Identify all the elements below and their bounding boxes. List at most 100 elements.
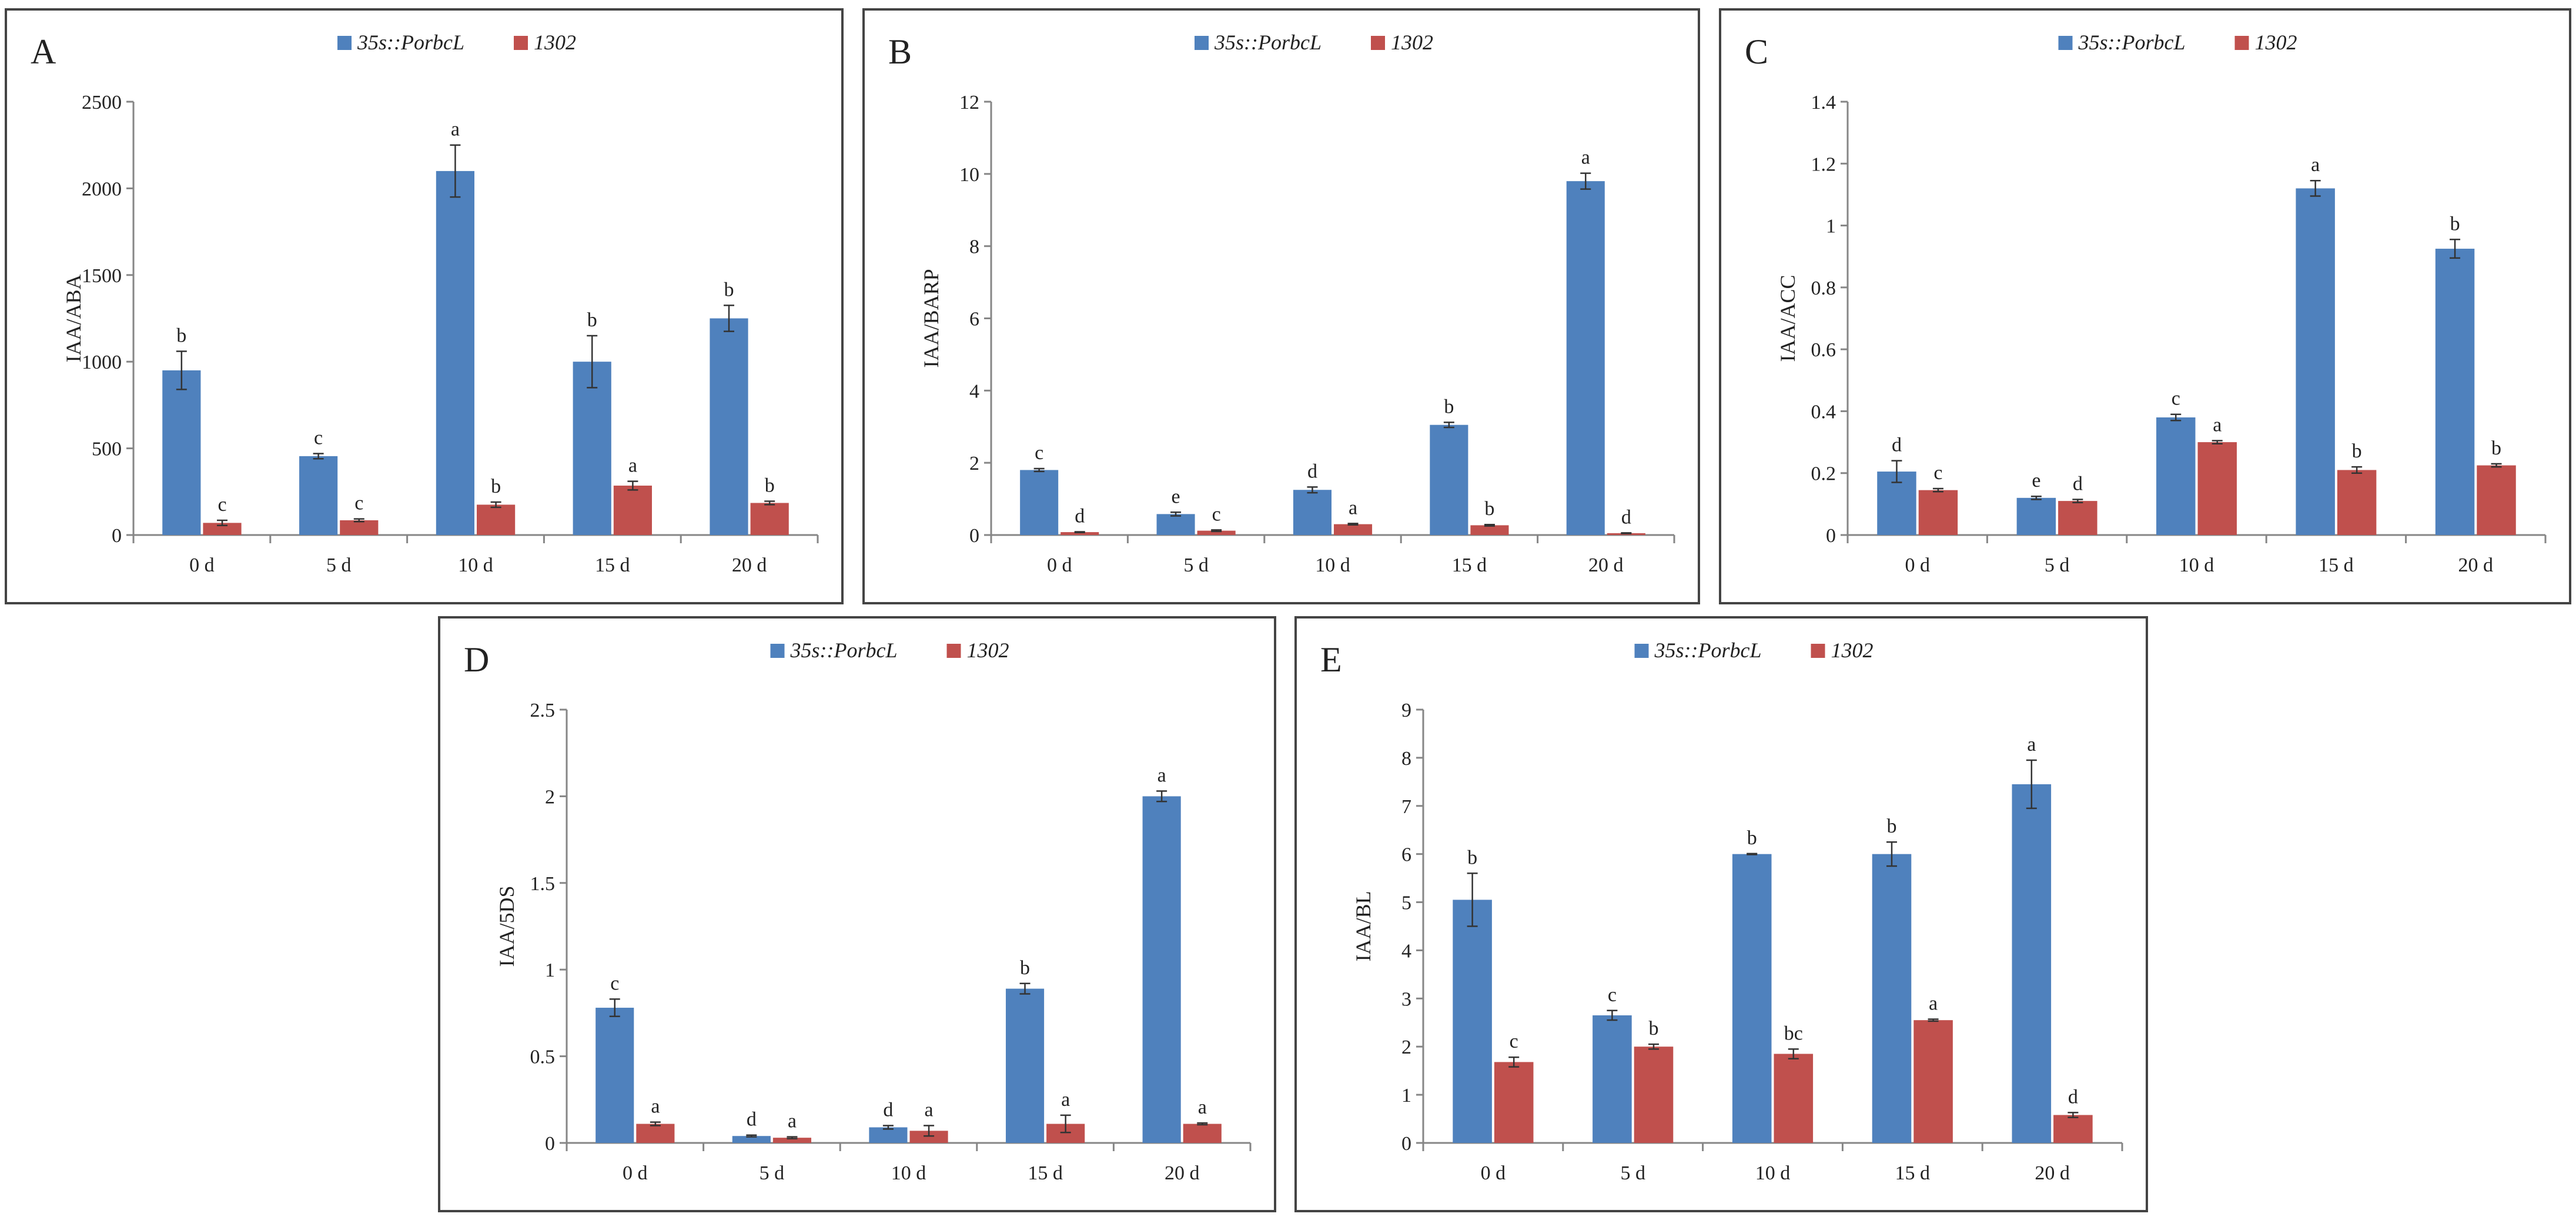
bar-series1	[1566, 181, 1605, 535]
bar-series2	[1197, 530, 1236, 535]
legend-label-1: 35s::PorbcL	[2078, 31, 2186, 54]
x-tick-label: 0 d	[1047, 554, 1072, 576]
legend-label-1: 35s::PorbcL	[1654, 638, 1762, 662]
panel-a: A 35s::PorbcL 1302 IAA/ABA 0 500 1000 1500 2000 2…	[5, 8, 844, 604]
significance-label: b	[491, 476, 501, 497]
significance-label: d	[1075, 505, 1085, 527]
significance-label: e	[1172, 486, 1180, 507]
significance-label: b	[1467, 847, 1477, 868]
legend-label-2: 1302	[534, 31, 576, 54]
x-tick-label: 0 d	[623, 1162, 648, 1184]
bar-series2	[2058, 501, 2097, 535]
y-tick-label: 2.5	[530, 700, 556, 721]
y-tick-label: 0.6	[1811, 339, 1836, 361]
bar-series2	[636, 1124, 675, 1143]
bar-series2	[1913, 1020, 1953, 1143]
y-tick-label: 8	[969, 236, 979, 258]
significance-label: d	[747, 1109, 757, 1131]
bar-series1	[869, 1127, 908, 1143]
panel-letter: B	[888, 32, 912, 71]
bar-series2	[1494, 1062, 1534, 1143]
significance-label: a	[1349, 497, 1357, 519]
y-tick-label: 12	[959, 92, 979, 113]
bar-series1	[299, 456, 338, 535]
significance-label: a	[1929, 993, 1938, 1015]
bar-series1	[732, 1136, 771, 1143]
legend-label-2: 1302	[967, 638, 1009, 662]
y-tick-label: 8	[1401, 748, 1411, 770]
significance-label: a	[1198, 1096, 1207, 1118]
x-tick-label: 20 d	[1588, 554, 1624, 576]
bar-series1	[1453, 900, 1492, 1143]
significance-label: b	[1648, 1018, 1658, 1039]
x-tick-label: 10 d	[1755, 1162, 1791, 1184]
bar-series1	[710, 318, 748, 535]
bar-series2	[2337, 470, 2377, 535]
y-tick-label: 500	[92, 439, 122, 460]
significance-label: a	[451, 119, 460, 141]
significance-label: a	[628, 455, 637, 477]
significance-label: a	[1581, 147, 1590, 169]
significance-label: c	[1035, 442, 1043, 464]
significance-label: a	[1157, 765, 1166, 787]
legend-swatch-2	[514, 36, 528, 50]
bar-series1	[1156, 514, 1195, 535]
significance-label: c	[1933, 462, 1942, 484]
bar-series2	[203, 523, 242, 535]
y-tick-label: 0	[545, 1133, 555, 1155]
bar-series1	[2296, 188, 2335, 535]
significance-label: c	[218, 494, 226, 516]
bar-series2	[772, 1138, 812, 1143]
significance-label: a	[2027, 734, 2036, 755]
legend-label-2: 1302	[1831, 638, 1874, 662]
y-tick-label: 0.8	[1811, 277, 1836, 299]
significance-label: b	[2491, 437, 2501, 459]
y-tick-label: 0.5	[530, 1047, 556, 1068]
y-tick-label: 6	[1401, 844, 1411, 866]
y-tick-label: 1	[545, 959, 555, 981]
significance-label: a	[2311, 154, 2320, 176]
bar-series2	[1183, 1124, 1222, 1143]
significance-label: c	[1212, 503, 1221, 525]
y-tick-label: 0	[1826, 525, 1836, 547]
bar-series1	[1005, 988, 1045, 1143]
bar-series1	[1593, 1015, 1632, 1143]
bar-series1	[1872, 854, 1912, 1143]
legend-swatch-1	[2058, 36, 2073, 50]
legend-swatch-1	[1195, 36, 1209, 50]
panel-e: E 35s::PorbcL 1302 IAA/BL 0 1 2 3 4 5 6 7 8 9 0 d 5 d 10…	[1294, 616, 2148, 1212]
significance-label: a	[925, 1099, 934, 1121]
significance-label: b	[1444, 396, 1454, 417]
x-tick-label: 10 d	[891, 1162, 926, 1184]
legend-label-1: 35s::PorbcL	[1214, 31, 1322, 54]
x-tick-label: 15 d	[1895, 1162, 1931, 1184]
significance-label: d	[2068, 1086, 2078, 1108]
panel-d: D 35s::PorbcL 1302 IAA/5DS 0 0.5 1 1.5 2 2.5 0 d 5 …	[438, 616, 1276, 1212]
significance-label: a	[2213, 414, 2222, 436]
bar-series2	[613, 485, 652, 535]
x-tick-label: 10 d	[2179, 554, 2214, 576]
bar-series1	[1293, 490, 1332, 535]
significance-label: d	[883, 1099, 893, 1121]
y-tick-label: 6	[969, 309, 979, 330]
legend-swatch-2	[1371, 36, 1385, 50]
x-tick-label: 20 d	[732, 554, 767, 576]
significance-label: b	[765, 475, 775, 497]
significance-label: b	[176, 325, 186, 347]
legend-swatch-1	[1634, 644, 1649, 658]
y-tick-label: 0.4	[1811, 401, 1836, 423]
bar-series2	[1334, 524, 1373, 535]
x-tick-label: 5 d	[1183, 554, 1209, 576]
y-axis-title: IAA/BL	[1351, 891, 1375, 962]
bar-series2	[1470, 525, 1509, 535]
y-tick-label: 0	[1401, 1133, 1411, 1155]
panel-letter: D	[464, 640, 489, 679]
significance-label: b	[2352, 440, 2362, 462]
x-tick-label: 0 d	[189, 554, 215, 576]
y-tick-label: 4	[1401, 940, 1411, 962]
legend-swatch-1	[337, 36, 352, 50]
x-tick-label: 15 d	[1452, 554, 1487, 576]
bar-series2	[2477, 465, 2516, 535]
